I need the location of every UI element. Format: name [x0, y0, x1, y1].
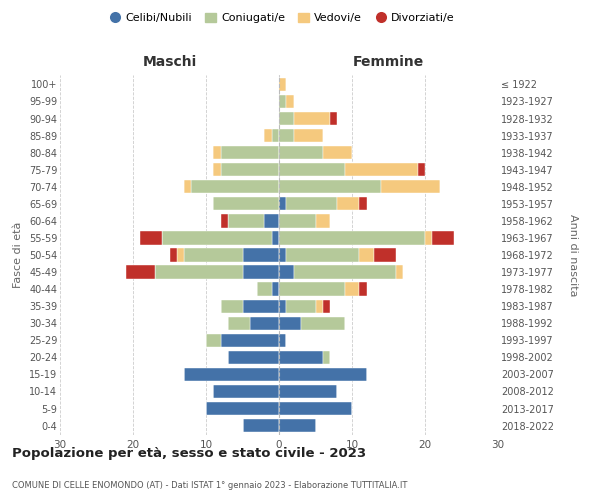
Bar [177, 248, 184, 262]
Bar [279, 350, 323, 364]
Bar [228, 214, 265, 228]
Bar [250, 316, 279, 330]
Bar [344, 282, 359, 296]
Bar [293, 112, 330, 125]
Bar [316, 214, 330, 228]
Bar [272, 282, 279, 296]
Bar [432, 232, 454, 244]
Bar [242, 248, 279, 262]
Bar [206, 334, 221, 347]
Bar [279, 214, 316, 228]
Bar [279, 129, 293, 142]
Bar [279, 112, 293, 125]
Bar [323, 146, 352, 160]
Bar [279, 95, 286, 108]
Bar [279, 146, 323, 160]
Bar [279, 419, 316, 432]
Bar [359, 197, 367, 210]
Bar [242, 419, 279, 432]
Bar [265, 214, 279, 228]
Legend: Celibi/Nubili, Coniugati/e, Vedovi/e, Divorziati/e: Celibi/Nubili, Coniugati/e, Vedovi/e, Di… [106, 8, 458, 28]
Bar [330, 112, 337, 125]
Bar [381, 180, 440, 194]
Bar [155, 266, 242, 278]
Bar [279, 368, 367, 381]
Bar [214, 385, 279, 398]
Bar [214, 197, 279, 210]
Bar [279, 282, 344, 296]
Bar [184, 180, 191, 194]
Bar [316, 300, 323, 313]
Text: Femmine: Femmine [353, 55, 424, 69]
Bar [184, 368, 279, 381]
Bar [279, 78, 286, 91]
Bar [279, 316, 301, 330]
Bar [279, 300, 286, 313]
Bar [301, 316, 344, 330]
Bar [162, 232, 272, 244]
Bar [221, 214, 228, 228]
Bar [214, 163, 221, 176]
Bar [221, 300, 242, 313]
Bar [140, 232, 162, 244]
Bar [279, 385, 337, 398]
Bar [279, 232, 425, 244]
Text: Maschi: Maschi [142, 55, 197, 69]
Bar [286, 95, 293, 108]
Text: Popolazione per età, sesso e stato civile - 2023: Popolazione per età, sesso e stato civil… [12, 448, 366, 460]
Y-axis label: Anni di nascita: Anni di nascita [568, 214, 578, 296]
Bar [279, 180, 381, 194]
Bar [206, 402, 279, 415]
Bar [191, 180, 279, 194]
Bar [359, 282, 367, 296]
Bar [125, 266, 155, 278]
Bar [257, 282, 272, 296]
Bar [293, 129, 323, 142]
Bar [214, 146, 221, 160]
Bar [265, 129, 272, 142]
Bar [279, 334, 286, 347]
Bar [323, 350, 330, 364]
Bar [396, 266, 403, 278]
Bar [169, 248, 177, 262]
Bar [418, 163, 425, 176]
Y-axis label: Fasce di età: Fasce di età [13, 222, 23, 288]
Bar [323, 300, 330, 313]
Bar [228, 350, 279, 364]
Bar [221, 334, 279, 347]
Bar [293, 266, 396, 278]
Bar [279, 402, 352, 415]
Bar [286, 197, 337, 210]
Bar [337, 197, 359, 210]
Bar [221, 146, 279, 160]
Bar [272, 129, 279, 142]
Bar [184, 248, 242, 262]
Bar [242, 300, 279, 313]
Bar [279, 163, 344, 176]
Bar [272, 232, 279, 244]
Bar [228, 316, 250, 330]
Bar [279, 197, 286, 210]
Bar [425, 232, 432, 244]
Bar [374, 248, 396, 262]
Bar [286, 248, 359, 262]
Text: COMUNE DI CELLE ENOMONDO (AT) - Dati ISTAT 1° gennaio 2023 - Elaborazione TUTTIT: COMUNE DI CELLE ENOMONDO (AT) - Dati IST… [12, 480, 407, 490]
Bar [344, 163, 418, 176]
Bar [279, 248, 286, 262]
Bar [221, 163, 279, 176]
Bar [286, 300, 316, 313]
Bar [279, 266, 293, 278]
Bar [242, 266, 279, 278]
Bar [359, 248, 374, 262]
